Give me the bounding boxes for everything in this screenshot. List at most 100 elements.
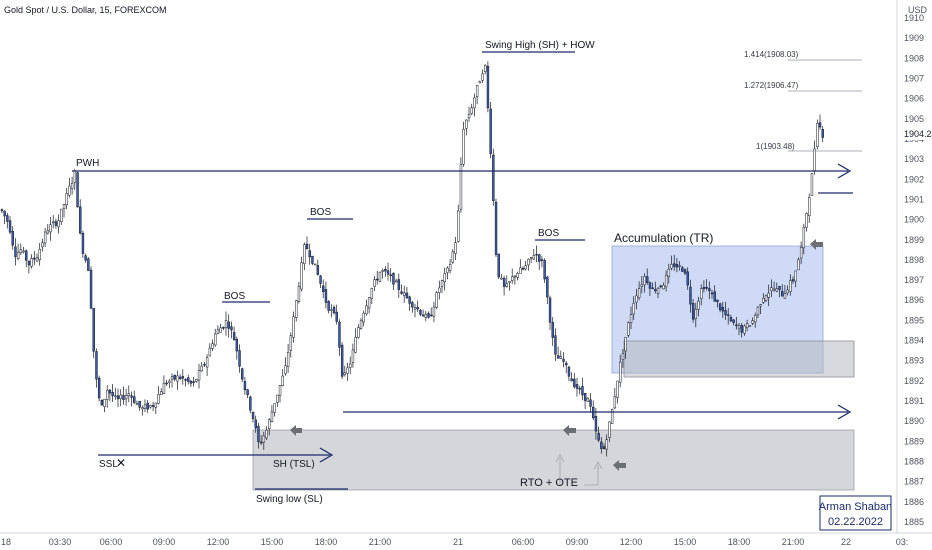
candle-down xyxy=(84,255,87,261)
candle-up xyxy=(640,284,644,287)
candle-up xyxy=(346,367,349,374)
candle-up xyxy=(365,305,368,315)
candle-up xyxy=(443,273,446,282)
candle-up xyxy=(797,259,800,271)
candle-up xyxy=(381,270,384,272)
candle-up xyxy=(38,248,41,261)
time-axis: 18 03:30 06:00 09:00 12:00 15:00 18:00 21:00 21 0… xyxy=(1,537,908,547)
candle-down xyxy=(405,292,409,299)
candle-up xyxy=(697,300,700,310)
candle-up xyxy=(349,363,352,368)
candle-down xyxy=(100,399,104,406)
candle-up xyxy=(273,403,276,413)
ssl-arrow xyxy=(319,447,334,463)
candle-down xyxy=(583,392,587,401)
price-tick-label: 1892 xyxy=(904,376,924,386)
price-tick-label: 1889 xyxy=(904,436,924,446)
accumulation-label: Accumulation (TR) xyxy=(614,231,713,245)
candle-up xyxy=(373,279,376,287)
candle-down xyxy=(562,358,565,362)
candle-down xyxy=(251,411,255,420)
candle-up xyxy=(619,361,622,383)
candle-down xyxy=(259,441,263,444)
candle-down xyxy=(551,322,554,338)
candle-up xyxy=(106,389,109,400)
candle-up xyxy=(770,287,773,291)
time-tick-label: 21:00 xyxy=(782,537,805,547)
price-tick-label: 1890 xyxy=(904,416,924,426)
candle-down xyxy=(573,378,576,388)
candle-up xyxy=(205,357,209,368)
candle-down xyxy=(602,446,606,449)
candle-up xyxy=(440,280,444,287)
candle-up xyxy=(170,376,174,380)
candle-up xyxy=(462,129,465,165)
candle-up xyxy=(786,289,789,294)
candle-down xyxy=(735,324,738,327)
candle-down xyxy=(486,65,490,109)
candle-down xyxy=(535,253,538,256)
candle-down xyxy=(543,260,546,280)
candle-down xyxy=(705,286,708,289)
candles xyxy=(0,61,824,457)
price-tick-label: 1898 xyxy=(904,255,924,265)
candle-down xyxy=(386,270,390,275)
candle-up xyxy=(73,170,77,183)
time-tick-label: 21 xyxy=(453,537,463,547)
candle-down xyxy=(654,289,657,292)
candle-down xyxy=(392,272,395,285)
candle-down xyxy=(322,285,325,292)
candle-up xyxy=(500,277,503,280)
fib-level-1414: 1.414(1908.03) xyxy=(744,50,799,59)
candle-down xyxy=(494,201,498,255)
time-tick-label: 06:00 xyxy=(100,537,123,547)
candle-up xyxy=(759,304,762,307)
candle-down xyxy=(721,307,725,312)
candle-down xyxy=(497,253,500,278)
price-tick-label: 1896 xyxy=(904,295,924,305)
candle-down xyxy=(578,387,581,390)
rto-ote-label: RTO + OTE xyxy=(520,477,578,489)
fib-level-1: 1(1903.48) xyxy=(756,142,795,151)
swing-high-label: Swing High (SH) + HOW xyxy=(485,40,595,51)
candle-up xyxy=(262,435,266,443)
price-tick-label: 1909 xyxy=(904,33,924,43)
candle-up xyxy=(475,85,479,97)
candle-down xyxy=(232,332,236,341)
candle-up xyxy=(467,113,471,119)
candle-up xyxy=(635,295,638,303)
candle-down xyxy=(708,288,711,292)
candle-down xyxy=(11,231,14,246)
candle-down xyxy=(243,381,247,391)
candle-down xyxy=(675,264,679,268)
candle-up xyxy=(281,375,284,386)
candle-down xyxy=(718,303,722,311)
candle-down xyxy=(241,368,244,380)
candle-up xyxy=(143,404,147,409)
candle-down xyxy=(227,321,230,329)
time-tick-label: 03: xyxy=(896,537,909,547)
candle-up xyxy=(802,226,806,249)
candle-down xyxy=(821,129,824,138)
candle-up xyxy=(278,385,282,396)
candle-up xyxy=(481,73,484,81)
candle-up xyxy=(276,394,279,403)
candle-up xyxy=(816,123,819,148)
candle-down xyxy=(713,291,716,302)
candle-down xyxy=(324,289,328,303)
candle-down xyxy=(689,286,692,305)
candle-up xyxy=(438,287,441,293)
candle-down xyxy=(305,243,309,250)
candle-up xyxy=(424,313,428,318)
candle-down xyxy=(308,250,311,258)
candle-down xyxy=(14,246,17,257)
candle-down xyxy=(187,377,190,382)
candle-up xyxy=(459,164,463,210)
candle-up xyxy=(297,286,301,302)
price-tick-label: 1907 xyxy=(904,73,924,83)
candle-down xyxy=(338,321,341,348)
candle-up xyxy=(62,204,66,209)
candle-down xyxy=(791,279,795,282)
candle-down xyxy=(111,392,114,397)
arrow-marker-icon xyxy=(290,425,302,436)
